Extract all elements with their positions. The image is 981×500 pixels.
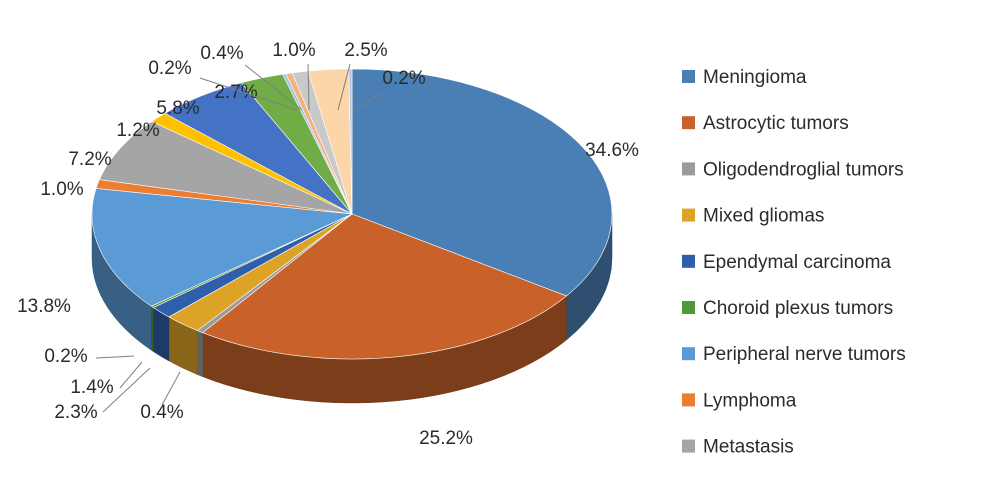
data-label: 0.4% [140,402,183,423]
legend-label: Mixed gliomas [703,206,824,227]
pie-slice [99,121,353,215]
data-label: 0.2% [148,58,191,79]
data-label: 34.6% [585,140,639,161]
legend-swatch [682,70,695,83]
data-label: 1.0% [40,179,83,200]
data-label: 1.4% [70,377,113,398]
pie-label-layer: 34.6%25.2%0.4%2.3%1.4%0.2%13.8%1.0%7.2%1… [17,40,639,449]
leader-line [95,355,135,359]
data-label: 2.5% [344,40,387,61]
pie-slice [202,213,568,360]
data-label: 25.2% [419,428,473,449]
pie-slice [351,68,613,297]
legend-swatch [682,208,695,222]
leader-line [102,367,151,413]
legend-swatch [682,347,695,361]
legend-swatch [682,116,695,130]
pie-depth-layer [91,213,613,404]
data-label: 2.3% [54,402,97,423]
data-label: 2.7% [214,82,257,103]
leader-line [307,63,310,111]
leader-line [337,63,351,111]
legend-label: Astrocytic tumors [703,113,849,134]
leader-line [355,91,383,111]
legend-label: Meningioma [703,67,807,88]
data-label: 13.8% [17,296,71,317]
legend-swatch [682,393,695,407]
data-label: 1.0% [272,40,315,61]
legend-label: Peripheral nerve tumors [703,344,906,365]
leader-line [119,361,143,389]
data-label: 0.2% [44,346,87,367]
data-label: 7.2% [68,149,111,170]
pie-slice-side [151,305,154,353]
pie-slice [91,188,354,307]
data-label: 0.4% [200,43,243,64]
legend-label: Choroid plexus tumors [703,298,893,319]
leader-line [199,77,298,111]
legend-label: Lymphoma [703,390,797,411]
legend-swatch [682,254,695,268]
legend-swatch [682,439,695,453]
data-label: 5.8% [156,98,199,119]
legend-label: Metastasis [703,437,794,458]
pie-top-layer [91,68,613,360]
data-label: 1.2% [116,120,159,141]
leader-line [161,371,181,406]
data-label: 0.2% [382,68,425,89]
legend: Meningioma Astrocytic tumors Oligodendrogl… [682,67,906,458]
leader-line [244,64,303,111]
legend-swatch [682,301,695,314]
pie-slice-side [197,330,203,378]
legend-label: Oligodendroglial tumors [703,159,904,180]
legend-label: Ependymal carcinoma [703,252,891,273]
legend-swatch [682,162,695,176]
